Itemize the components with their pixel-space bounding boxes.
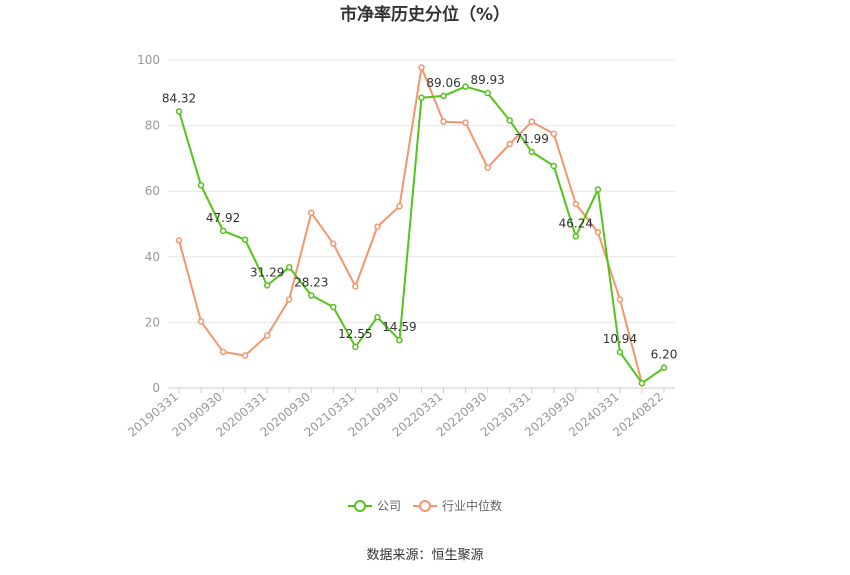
legend-marker-1 (419, 500, 431, 512)
y-tick-label: 80 (145, 119, 160, 133)
data-point (197, 182, 205, 189)
data-point (484, 164, 491, 171)
y-tick-label: 0 (152, 381, 160, 395)
data-point (219, 348, 227, 356)
data-point (418, 64, 425, 71)
data-label: 47.92 (206, 211, 240, 225)
data-label: 89.93 (470, 73, 504, 87)
legend-label-0: 公司 (377, 499, 401, 513)
data-point (396, 203, 403, 210)
data-point (175, 108, 183, 115)
data-point (484, 89, 491, 97)
data-point (396, 336, 403, 344)
legend-label-1: 行业中位数 (442, 498, 502, 513)
data-point (638, 379, 646, 387)
data-point (440, 118, 447, 125)
data-point (572, 233, 580, 240)
data-point (352, 283, 359, 290)
data-source: 数据来源：恒生聚源 (366, 548, 483, 563)
data-point (616, 348, 624, 356)
data-point (506, 140, 513, 148)
data-point (418, 94, 425, 101)
data-point (263, 332, 271, 339)
data-point (263, 282, 271, 289)
data-label: 10.94 (603, 332, 637, 346)
data-point (440, 92, 447, 100)
data-point (330, 303, 337, 311)
data-labels: 84.32 47.92 31.29 28.23 12.55 14.59 89.06 89.93… (162, 73, 678, 362)
data-point (374, 223, 381, 230)
data-point (219, 227, 227, 235)
data-point (550, 162, 558, 170)
data-point (308, 209, 315, 217)
data-point (660, 364, 668, 371)
series-line-1 (178, 66, 643, 384)
data-label: 71.99 (515, 132, 549, 146)
data-point (528, 118, 535, 125)
data-label: 28.23 (294, 275, 328, 289)
data-point (506, 117, 513, 124)
data-point (572, 200, 580, 208)
y-tick-label: 40 (145, 250, 160, 264)
legend: 公司 行业中位数 (348, 498, 502, 513)
data-point (550, 130, 558, 138)
data-label: 84.32 (162, 91, 196, 105)
chart-title: 市净率历史分位（%） (340, 4, 510, 25)
y-axis: 0 20 40 60 80 100 (137, 53, 160, 395)
data-label: 6.20 (651, 348, 678, 362)
data-point (308, 292, 315, 299)
data-point (594, 186, 602, 193)
data-point (285, 296, 293, 303)
data-point (616, 296, 624, 303)
legend-marker-0 (354, 500, 366, 512)
data-label: 89.06 (426, 76, 460, 90)
data-label: 31.29 (250, 265, 284, 279)
data-point (462, 83, 469, 90)
data-point (285, 264, 293, 271)
y-tick-label: 60 (145, 184, 160, 198)
data-label: 14.59 (382, 320, 416, 334)
data-point (462, 119, 469, 126)
data-point (197, 318, 205, 325)
data-point (594, 228, 602, 236)
y-tick-label: 100 (137, 53, 160, 67)
y-tick-label: 20 (145, 315, 160, 329)
x-axis: 2019033120190930202003312020093020210331… (125, 387, 675, 440)
data-point (528, 148, 535, 156)
data-label: 12.55 (338, 327, 372, 341)
data-point (241, 352, 249, 359)
data-point (352, 343, 359, 351)
data-point (330, 240, 337, 247)
data-point (374, 313, 381, 321)
data-point (241, 236, 249, 243)
series-layer (175, 64, 668, 387)
series-line-0 (178, 85, 665, 385)
data-label: 46.24 (559, 216, 593, 230)
data-point (175, 237, 183, 244)
